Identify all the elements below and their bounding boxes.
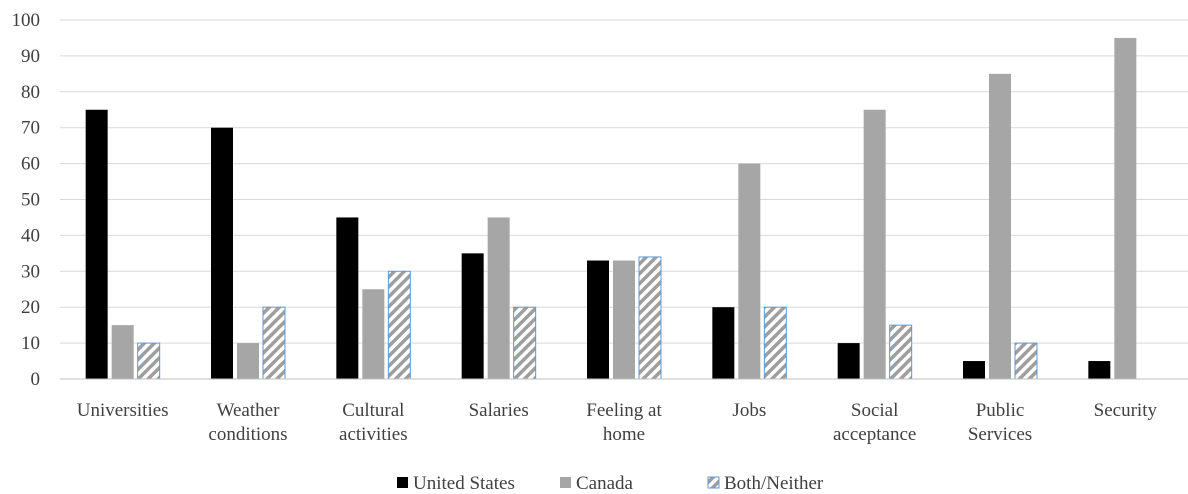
bar-both-neither	[763, 306, 787, 380]
x-axis-category-labels: Universities Weather conditions Cultural act…	[77, 400, 1158, 445]
x-category-label: Weather	[217, 400, 280, 421]
legend-label: Both/Neither	[724, 473, 824, 494]
bar-united-states	[963, 361, 985, 379]
x-category-label: Jobs	[732, 400, 766, 421]
legend-swatch	[707, 476, 720, 489]
legend-swatch	[560, 477, 571, 488]
bar-both-neither	[387, 270, 411, 380]
bar-united-states	[712, 307, 735, 379]
bar-both-neither	[1014, 342, 1038, 380]
legend-label: Canada	[576, 473, 634, 494]
y-tick-label: 20	[21, 297, 40, 318]
x-category-label: Feeling at	[586, 400, 662, 421]
legend-label: United States	[413, 473, 515, 494]
bar-united-states	[336, 217, 359, 379]
x-category-label: Cultural	[342, 400, 404, 421]
x-category-label: Social	[851, 400, 899, 421]
x-category-label: acceptance	[833, 424, 916, 445]
bar-united-states	[587, 260, 609, 379]
y-tick-label: 60	[21, 154, 40, 175]
bar-canada	[738, 163, 761, 379]
bar-canada	[487, 217, 510, 379]
bar-united-states	[461, 253, 484, 379]
legend-swatch	[397, 477, 408, 488]
bar-canada	[362, 289, 385, 379]
x-category-label: conditions	[208, 424, 287, 445]
x-category-label: Security	[1094, 400, 1158, 421]
bar-both-neither	[137, 342, 161, 380]
bar-canada	[111, 325, 134, 379]
y-tick-label: 70	[21, 118, 40, 139]
y-tick-label: 100	[12, 10, 41, 31]
bar-canada	[989, 73, 1011, 379]
bar-united-states	[837, 343, 860, 379]
y-tick-label: 40	[21, 225, 40, 246]
bars	[85, 37, 1137, 380]
y-tick-label: 10	[21, 333, 40, 354]
x-category-label: Universities	[77, 400, 169, 421]
bar-both-neither	[638, 256, 662, 380]
y-tick-label: 90	[21, 46, 40, 67]
legend: United States Canada Both/Neither	[397, 473, 824, 494]
x-category-label: home	[603, 424, 645, 445]
bar-canada	[613, 260, 635, 379]
x-category-label: Salaries	[469, 400, 529, 421]
bar-both-neither	[889, 324, 913, 380]
y-axis-tick-labels: 0 10 20 30 40 50 60 70 80 90 100	[12, 10, 41, 390]
x-category-label: Services	[968, 424, 1032, 445]
bar-canada	[237, 343, 259, 379]
bar-canada	[1114, 37, 1137, 379]
x-category-label: activities	[339, 424, 408, 445]
y-tick-label: 80	[21, 82, 40, 103]
x-category-label: Public	[976, 400, 1025, 421]
bar-both-neither	[262, 306, 286, 380]
bar-both-neither	[513, 306, 537, 380]
y-tick-label: 0	[31, 369, 41, 390]
bar-canada	[863, 109, 886, 379]
bar-united-states	[85, 109, 108, 379]
gridlines	[60, 19, 1188, 344]
bar-united-states	[1088, 361, 1111, 379]
y-tick-label: 30	[21, 261, 40, 282]
y-tick-label: 50	[21, 190, 40, 211]
bar-united-states	[211, 127, 233, 379]
